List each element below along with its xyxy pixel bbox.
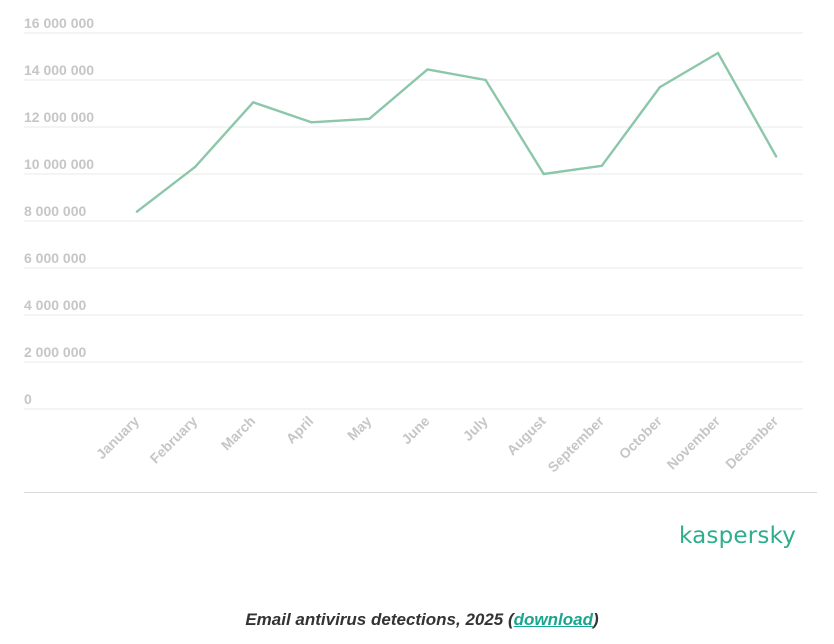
data-point	[484, 78, 487, 82]
y-tick-label: 14 000 000	[24, 62, 94, 78]
y-tick-label: 6 000 000	[24, 250, 86, 266]
caption-text: Email antivirus detections, 2025 (	[245, 610, 514, 629]
x-tick-label: March	[218, 413, 258, 453]
data-point	[368, 117, 371, 120]
data-point	[542, 172, 545, 176]
y-tick-label: 10 000 000	[24, 156, 94, 172]
divider	[24, 492, 817, 493]
x-tick-label: September	[544, 412, 607, 475]
x-tick-label: January	[93, 413, 142, 462]
data-point	[600, 164, 603, 167]
data-point	[135, 210, 139, 213]
x-tick-label: February	[147, 413, 201, 467]
data-point	[658, 85, 662, 89]
x-tick-label: May	[344, 413, 375, 444]
x-tick-label: August	[503, 413, 549, 459]
data-point	[426, 68, 429, 71]
x-tick-label: November	[663, 412, 723, 472]
x-tick-label: June	[398, 413, 433, 448]
data-point	[252, 101, 255, 104]
series-line	[135, 51, 778, 213]
y-tick-label: 4 000 000	[24, 297, 86, 313]
x-tick-label: April	[283, 413, 317, 447]
x-tick-label: July	[460, 413, 491, 444]
data-point	[774, 155, 778, 158]
data-point	[310, 121, 313, 124]
y-tick-label: 16 000 000	[24, 15, 94, 31]
kaspersky-logo: kaspersky	[679, 523, 797, 549]
chart-caption: Email antivirus detections, 2025 (downlo…	[0, 610, 834, 630]
y-tick-label: 12 000 000	[24, 109, 94, 125]
y-tick-label: 0	[24, 391, 32, 407]
caption-close: )	[592, 610, 599, 629]
data-point	[716, 51, 720, 55]
line-chart: 0 2 000 000 4 000 000 6 000 000 8 000 000 10 …	[24, 15, 803, 475]
download-link[interactable]: download	[513, 610, 593, 629]
data-point	[193, 165, 197, 169]
x-tick-label: December	[722, 412, 782, 472]
x-tick-label: October	[616, 412, 666, 462]
y-tick-label: 8 000 000	[24, 203, 86, 219]
y-tick-label: 2 000 000	[24, 344, 86, 360]
